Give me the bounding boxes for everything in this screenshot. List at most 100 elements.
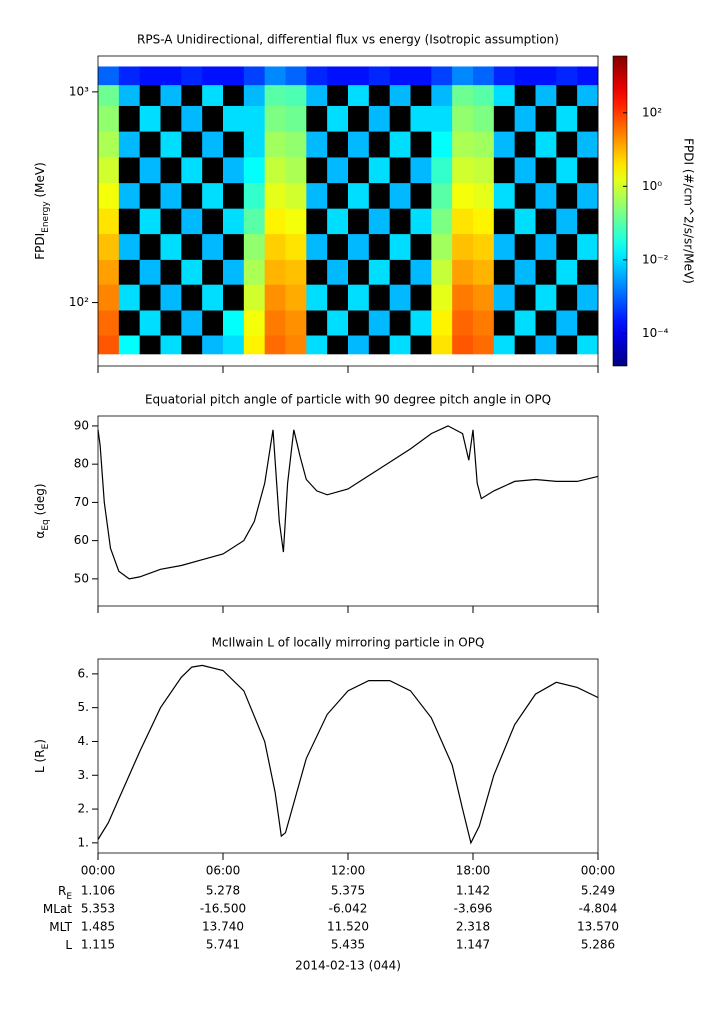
no-data-cell [577, 208, 599, 235]
flux-cell [431, 310, 453, 336]
flux-cell [514, 208, 536, 235]
y-tick-label: 10² [69, 295, 89, 309]
flux-cell [473, 208, 495, 235]
no-data-cell [348, 259, 370, 285]
flux-cell [264, 105, 286, 132]
no-data-cell [306, 208, 328, 235]
ephemeris-value: 5.435 [331, 938, 365, 952]
flux-cell [327, 259, 349, 285]
colorbar-label: FPDI (#/cm^2/s/sr/MeV) [682, 138, 696, 284]
flux-cell [535, 84, 557, 106]
flux-cell [327, 105, 349, 132]
flux-cell [431, 105, 453, 132]
flux-cell [452, 66, 474, 86]
flux-cell [160, 182, 182, 209]
no-data-cell [118, 259, 140, 285]
no-data-cell [327, 182, 349, 209]
y-tick-label: 2. [78, 802, 89, 816]
no-data-cell [535, 208, 557, 235]
flux-cell [243, 259, 265, 285]
flux-cell [431, 157, 453, 184]
no-data-cell [139, 233, 161, 260]
flux-cell [452, 157, 474, 184]
x-tick-label: 12:00 [331, 864, 366, 878]
ephemeris-value: 5.353 [81, 902, 115, 916]
flux-cell [160, 84, 182, 106]
flux-cell [264, 182, 286, 209]
ephemeris-value: 5.278 [206, 884, 240, 898]
flux-cell [410, 259, 432, 285]
data-line [97, 664, 599, 845]
ephemeris-value: 5.249 [581, 884, 615, 898]
no-data-cell [306, 157, 328, 184]
no-data-cell [306, 105, 328, 132]
flux-cell [431, 208, 453, 235]
flux-cell [306, 284, 328, 311]
flux-cell [285, 208, 307, 235]
flux-cell [243, 208, 265, 235]
flux-cell [306, 182, 328, 209]
y-tick-label: 5. [78, 700, 89, 714]
flux-cell [98, 335, 120, 355]
flux-cell [493, 335, 515, 355]
flux-cell [431, 182, 453, 209]
no-data-cell [556, 131, 578, 158]
flux-cell [389, 84, 411, 106]
flux-cell [98, 208, 120, 235]
flux-cell [118, 131, 140, 158]
flux-cell [514, 66, 536, 86]
no-data-cell [223, 131, 245, 158]
no-data-cell [202, 259, 224, 285]
flux-cell [514, 105, 536, 132]
no-data-cell [577, 105, 599, 132]
flux-cell [264, 131, 286, 158]
no-data-cell [556, 335, 578, 355]
flux-cell [139, 157, 161, 184]
no-data-cell [493, 259, 515, 285]
flux-cell [452, 259, 474, 285]
no-data-cell [556, 233, 578, 260]
no-data-cell [368, 335, 390, 355]
no-data-cell [160, 157, 182, 184]
flux-cell [473, 310, 495, 336]
flux-cell [431, 66, 453, 86]
flux-cell [243, 131, 265, 158]
ephemeris-value: 5.741 [206, 938, 240, 952]
flux-cell [98, 310, 120, 336]
no-data-cell [202, 208, 224, 235]
flux-cell [181, 157, 203, 184]
ephemeris-value: 1.142 [456, 884, 490, 898]
flux-cell [368, 259, 390, 285]
flux-cell [139, 310, 161, 336]
flux-cell [327, 208, 349, 235]
flux-cell [348, 335, 370, 355]
flux-cell [223, 335, 245, 355]
flux-cell [202, 182, 224, 209]
flux-cell [473, 84, 495, 106]
flux-cell [452, 182, 474, 209]
flux-cell [452, 208, 474, 235]
flux-cell [285, 310, 307, 336]
ephemeris-value: 13.740 [202, 920, 244, 934]
no-data-cell [535, 310, 557, 336]
flux-cell [535, 335, 557, 355]
no-data-cell [514, 284, 536, 311]
plot-frame [97, 658, 599, 854]
flux-cell [556, 105, 578, 132]
flux-cell [243, 84, 265, 106]
y-axis-label-part: Energy [41, 201, 51, 233]
flux-cell [243, 66, 265, 86]
no-data-cell [181, 182, 203, 209]
no-data-cell [535, 157, 557, 184]
flux-cell [452, 310, 474, 336]
flux-cell [98, 182, 120, 209]
no-data-cell [202, 105, 224, 132]
ephemeris-value: -4.804 [579, 902, 618, 916]
flux-cell [264, 335, 286, 355]
flux-cell [493, 66, 515, 86]
flux-cell [493, 182, 515, 209]
flux-cell [348, 233, 370, 260]
no-data-cell [368, 84, 390, 106]
ephemeris-value: 1.115 [81, 938, 115, 952]
flux-cell [118, 84, 140, 106]
